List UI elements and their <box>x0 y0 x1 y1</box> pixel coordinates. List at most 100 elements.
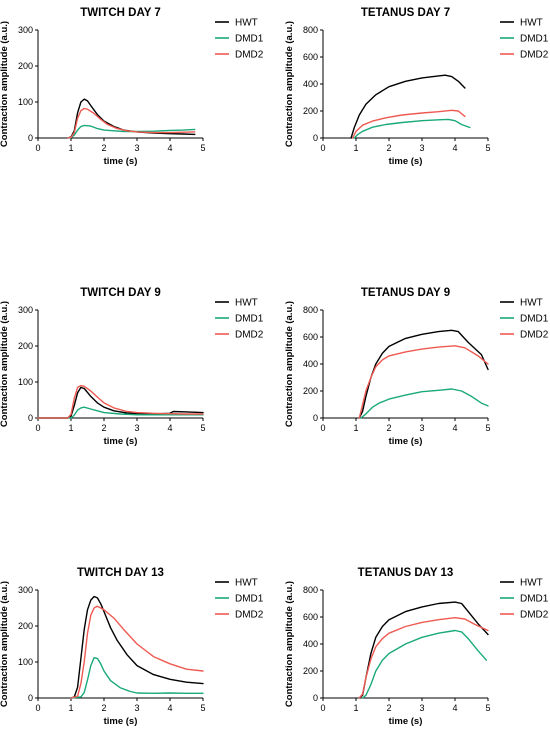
chart-title: TWITCH DAY 13 <box>77 567 164 579</box>
series-line-dmd2 <box>358 617 489 699</box>
y-tick-label: 800 <box>303 585 318 595</box>
y-axis-label: Contraction amplitude (a.u.) <box>0 21 10 147</box>
x-tick-label: 2 <box>386 423 391 433</box>
x-tick-label: 3 <box>419 143 424 153</box>
y-tick-label: 600 <box>303 612 318 622</box>
chart-title: TETANUS DAY 13 <box>358 567 454 579</box>
x-tick-label: 2 <box>101 423 106 433</box>
legend-label: HWT <box>235 298 258 309</box>
y-tick-label: 800 <box>303 305 318 315</box>
chart-panel: TETANUS DAY 7 0 200 400 600 800 0 1 2 3 4 5 time (s)… <box>284 7 549 167</box>
y-tick-label: 400 <box>303 639 318 649</box>
y-tick-label: 200 <box>303 106 318 116</box>
x-axis-label: time (s) <box>104 716 138 727</box>
x-tick-label: 2 <box>101 143 106 153</box>
legend-label: DMD2 <box>235 610 264 621</box>
series-line-dmd2 <box>352 109 466 139</box>
x-tick-label: 1 <box>68 423 73 433</box>
x-axis-label: time (s) <box>389 716 423 727</box>
legend-label: DMD1 <box>520 594 549 605</box>
y-tick-label: 0 <box>313 133 318 143</box>
y-tick-label: 0 <box>28 693 33 703</box>
chart-panel: TETANUS DAY 9 0 200 400 600 800 0 1 2 3 4 5 time (s)… <box>284 287 549 447</box>
x-tick-label: 3 <box>134 423 139 433</box>
y-tick-label: 200 <box>18 341 33 351</box>
y-tick-label: 300 <box>18 305 33 315</box>
chart-panel: TWITCH DAY 9 0 100 200 300 0 1 2 3 4 5 time (s) Cont… <box>0 287 264 447</box>
legend-label: DMD2 <box>520 330 549 341</box>
y-axis-label: Contraction amplitude (a.u.) <box>0 301 10 427</box>
series-line-hwt <box>70 595 204 699</box>
x-tick-label: 0 <box>35 423 40 433</box>
legend-label: HWT <box>520 18 543 29</box>
x-tick-label: 4 <box>452 423 457 433</box>
legend-label: HWT <box>520 578 543 589</box>
x-tick-label: 2 <box>386 143 391 153</box>
series-line-dmd1 <box>67 124 196 139</box>
x-tick-label: 5 <box>485 423 490 433</box>
legend-label: DMD1 <box>520 34 549 45</box>
legend-label: DMD2 <box>520 610 549 621</box>
x-tick-label: 1 <box>68 703 73 713</box>
legend-label: DMD2 <box>520 50 549 61</box>
y-axis-label: Contraction amplitude (a.u.) <box>284 301 295 427</box>
y-tick-label: 400 <box>303 359 318 369</box>
chart-title: TWITCH DAY 9 <box>80 287 161 299</box>
x-tick-label: 1 <box>68 143 73 153</box>
x-tick-label: 0 <box>35 143 40 153</box>
y-tick-label: 200 <box>18 621 33 631</box>
series-line-dmd1 <box>360 388 489 419</box>
x-axis-label: time (s) <box>104 436 138 447</box>
x-tick-label: 1 <box>353 703 358 713</box>
series-line-hwt <box>350 74 466 139</box>
legend-label: HWT <box>520 298 543 309</box>
y-axis-label: Contraction amplitude (a.u.) <box>284 21 295 147</box>
x-tick-label: 1 <box>353 423 358 433</box>
y-tick-label: 300 <box>18 585 33 595</box>
chart-title: TETANUS DAY 9 <box>361 287 450 299</box>
chart-title: TETANUS DAY 7 <box>361 7 450 19</box>
legend-label: HWT <box>235 578 258 589</box>
legend-label: DMD1 <box>520 314 549 325</box>
legend-label: DMD1 <box>235 314 264 325</box>
x-tick-label: 5 <box>200 703 205 713</box>
series-line-dmd1 <box>353 118 471 139</box>
y-tick-label: 600 <box>303 332 318 342</box>
x-tick-label: 4 <box>452 143 457 153</box>
chart-panel: TETANUS DAY 13 0 200 400 600 800 0 1 2 3 4 5 time (s… <box>284 567 549 727</box>
x-axis-label: time (s) <box>104 156 138 167</box>
legend-label: HWT <box>235 18 258 29</box>
y-tick-label: 100 <box>18 97 33 107</box>
series-line-dmd2 <box>37 384 204 419</box>
series-line-dmd1 <box>70 657 204 699</box>
x-tick-label: 5 <box>485 143 490 153</box>
y-tick-label: 200 <box>303 666 318 676</box>
series-line-hwt <box>37 386 204 419</box>
x-tick-label: 4 <box>167 143 172 153</box>
y-tick-label: 200 <box>303 386 318 396</box>
y-tick-label: 0 <box>28 133 33 143</box>
x-tick-label: 2 <box>101 703 106 713</box>
x-tick-label: 0 <box>320 143 325 153</box>
x-tick-label: 3 <box>419 703 424 713</box>
y-tick-label: 400 <box>303 79 318 89</box>
x-tick-label: 3 <box>134 143 139 153</box>
x-tick-label: 3 <box>134 703 139 713</box>
x-tick-label: 2 <box>386 703 391 713</box>
x-axis-label: time (s) <box>389 436 423 447</box>
legend-label: DMD2 <box>235 50 264 61</box>
chart-title: TWITCH DAY 7 <box>80 7 161 19</box>
y-axis-label: Contraction amplitude (a.u.) <box>0 581 10 707</box>
series-line-dmd2 <box>67 107 196 139</box>
series-line-hwt <box>358 601 489 699</box>
x-tick-label: 0 <box>35 703 40 713</box>
x-tick-label: 5 <box>200 423 205 433</box>
x-axis-label: time (s) <box>389 156 423 167</box>
series-line-hwt <box>358 329 489 419</box>
x-tick-label: 1 <box>353 143 358 153</box>
series-line-dmd2 <box>70 605 204 699</box>
x-tick-label: 5 <box>485 703 490 713</box>
y-tick-label: 0 <box>313 413 318 423</box>
y-tick-label: 300 <box>18 25 33 35</box>
